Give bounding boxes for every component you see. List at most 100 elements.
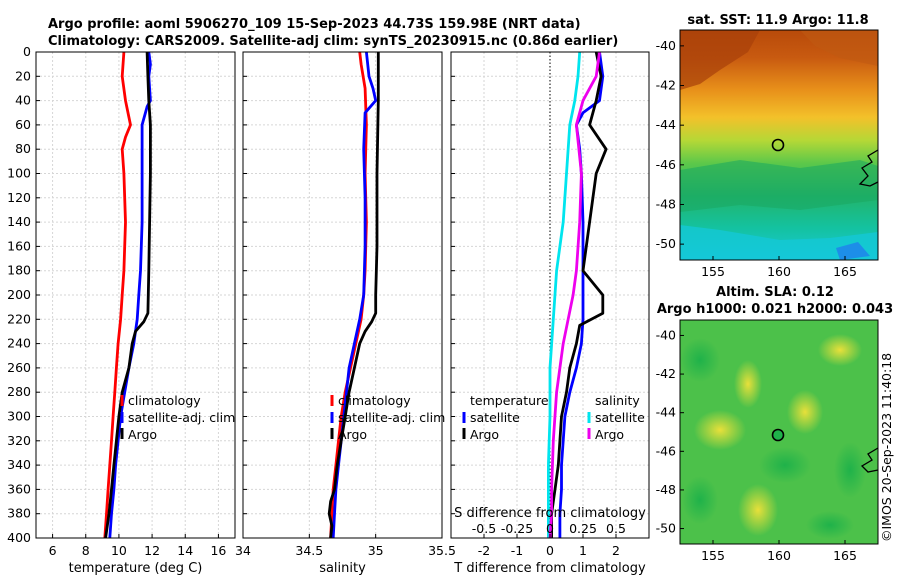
sla-anomaly bbox=[682, 476, 718, 524]
legend-header-salinity: salinity bbox=[595, 393, 640, 408]
x-tick-label-secondary: 0.25 bbox=[569, 521, 597, 536]
map-y-tick-label: -48 bbox=[656, 482, 676, 497]
y-tick-label: 180 bbox=[7, 263, 31, 278]
map-x-tick-label: 155 bbox=[701, 548, 725, 563]
x-axis-label: T difference from climatology bbox=[453, 561, 646, 576]
map-y-tick-label: -42 bbox=[656, 78, 676, 93]
x-tick-label: 35 bbox=[368, 543, 384, 558]
x-tick-label-secondary: -0.5 bbox=[472, 521, 496, 536]
series-line-temperature-argo bbox=[550, 52, 608, 538]
x-tick-label: 10 bbox=[111, 543, 127, 558]
y-tick-label: 100 bbox=[7, 166, 31, 181]
x-tick-label: 34.5 bbox=[295, 543, 323, 558]
y-tick-label: 80 bbox=[15, 141, 31, 156]
sla-map-subtitle: Argo h1000: 0.021 h2000: 0.043 bbox=[657, 302, 893, 317]
y-tick-label: 240 bbox=[7, 336, 31, 351]
salinity-legend: climatology satellite-adj. clim Argo bbox=[330, 393, 445, 442]
legend-label-sal-argo: Argo bbox=[595, 427, 624, 442]
series-line-argo bbox=[327, 52, 380, 538]
sla-anomaly bbox=[787, 390, 823, 434]
x-tick-label: 0 bbox=[546, 543, 554, 558]
x-tick-label-secondary: -0.25 bbox=[501, 521, 533, 536]
x-tick-label-secondary: 0.5 bbox=[606, 521, 626, 536]
legend-header-temperature: temperature bbox=[470, 393, 549, 408]
y-tick-label: 40 bbox=[15, 93, 31, 108]
sla-map-ticks: 155 160 165 -40 -42 -44 -46 -48 -50 bbox=[656, 327, 857, 563]
sst-map-ticks: 155 160 165 -40 -42 -44 -46 -48 -50 bbox=[656, 38, 857, 279]
x-axis-label: salinity bbox=[319, 561, 366, 576]
coastline bbox=[858, 149, 879, 187]
sst-blue-patch bbox=[836, 242, 870, 260]
temperature-panel: 6 8 10 12 14 16020406080100120140160180200220… bbox=[7, 44, 236, 576]
map-y-tick-label: -42 bbox=[656, 366, 676, 381]
map-y-tick-label: -44 bbox=[656, 117, 676, 132]
series-group bbox=[547, 52, 608, 538]
map-x-tick-label: 165 bbox=[833, 264, 857, 279]
x-tick-label: -1 bbox=[511, 543, 523, 558]
series-line-salinity-satellite bbox=[547, 52, 582, 538]
figure-title-line1: Argo profile: aoml 5906270_109 15-Sep-20… bbox=[48, 17, 581, 32]
x-tick-label: 6 bbox=[49, 543, 57, 558]
x-tick-label: 35.5 bbox=[428, 543, 456, 558]
map-y-tick-label: -40 bbox=[656, 327, 676, 342]
y-tick-label: 160 bbox=[7, 238, 31, 253]
sla-anomaly bbox=[806, 511, 854, 539]
map-y-tick-label: -48 bbox=[656, 196, 676, 211]
sla-anomaly bbox=[734, 360, 762, 408]
series-group bbox=[327, 52, 380, 538]
sst-map-title: sat. SST: 11.9 Argo: 11.8 bbox=[687, 13, 868, 28]
y-tick-label: 20 bbox=[15, 68, 31, 83]
legend-label-argo: Argo bbox=[338, 427, 367, 442]
map-y-tick-label: -40 bbox=[656, 38, 676, 53]
sla-anomaly bbox=[694, 410, 746, 450]
y-tick-label: 260 bbox=[7, 360, 31, 375]
x-tick-label: 8 bbox=[82, 543, 90, 558]
y-tick-label: 280 bbox=[7, 384, 31, 399]
series-line-argo bbox=[104, 52, 152, 538]
salinity-panel: 34 34.5 35 35.5 salinity bbox=[235, 51, 456, 576]
map-x-tick-label: 160 bbox=[767, 548, 791, 563]
x-tick-label: 12 bbox=[144, 543, 160, 558]
argo-location-marker bbox=[771, 138, 785, 152]
legend-label-temp-satellite: satellite bbox=[470, 410, 520, 425]
imos-watermark: ©IMOS 20-Sep-2023 11:40:18 bbox=[879, 353, 894, 542]
series-line-temperature-satellite bbox=[558, 52, 605, 538]
y-tick-label: 320 bbox=[7, 433, 31, 448]
y-tick-label: 220 bbox=[7, 311, 31, 326]
argo-location-marker bbox=[771, 428, 785, 442]
sst-warm-patch bbox=[680, 30, 760, 90]
figure-title-line2: Climatology: CARS2009. Satellite-adj cli… bbox=[48, 34, 618, 49]
x-tick-label: 1 bbox=[579, 543, 587, 558]
sst-green-band bbox=[680, 160, 878, 212]
x-axis-label-top: S difference from climatology bbox=[454, 506, 646, 521]
sla-map-title: Altim. SLA: 0.12 bbox=[716, 285, 834, 300]
y-tick-label: 360 bbox=[7, 481, 31, 496]
map-x-tick-label: 155 bbox=[701, 264, 725, 279]
map-y-tick-label: -46 bbox=[656, 443, 676, 458]
difference-panel: -2 -1 0 1 2 -0.5 -0.25 0 0.25 0.5S difference fro… bbox=[450, 51, 650, 576]
y-tick-label: 60 bbox=[15, 117, 31, 132]
difference-legend: temperature satellite Argo salinity sate… bbox=[462, 393, 645, 442]
legend-label-satellite-adj: satellite-adj. clim bbox=[128, 410, 235, 425]
sla-anomaly bbox=[834, 442, 866, 498]
legend-label-climatology: climatology bbox=[128, 393, 201, 408]
legend-label-temp-argo: Argo bbox=[470, 427, 499, 442]
series-group bbox=[103, 52, 152, 538]
legend-label-argo: Argo bbox=[128, 427, 157, 442]
y-tick-label: 200 bbox=[7, 287, 31, 302]
series-line-salinity-argo bbox=[548, 52, 601, 538]
x-tick-label: -2 bbox=[478, 543, 490, 558]
sla-anomaly bbox=[738, 484, 778, 536]
map-y-tick-label: -50 bbox=[656, 236, 676, 251]
sla-map: Altim. SLA: 0.12 Argo h1000: 0.021 h2000… bbox=[656, 285, 894, 563]
map-y-tick-label: -44 bbox=[656, 405, 676, 420]
map-y-tick-label: -50 bbox=[656, 521, 676, 536]
sst-map: sat. SST: 11.9 Argo: 11.8 155 160 165 -40 -4… bbox=[656, 13, 879, 279]
y-tick-label: 400 bbox=[7, 530, 31, 545]
map-y-tick-label: -46 bbox=[656, 157, 676, 172]
x-tick-label: 14 bbox=[177, 543, 193, 558]
y-tick-label: 340 bbox=[7, 457, 31, 472]
y-tick-label: 120 bbox=[7, 190, 31, 205]
map-x-tick-label: 165 bbox=[833, 548, 857, 563]
sst-cyan-patch bbox=[680, 225, 878, 260]
